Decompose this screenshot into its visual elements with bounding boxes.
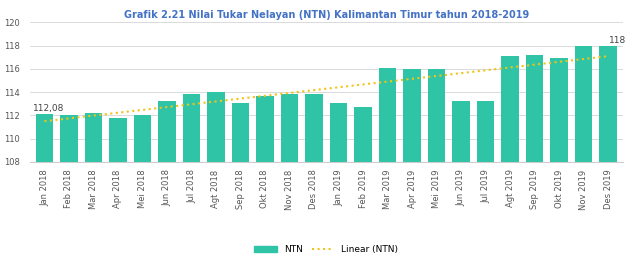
Bar (36, 114, 53, 162)
Bar (453, 101, 470, 162)
Bar (526, 55, 543, 162)
Legend: NTN, Linear (NTN): NTN, Linear (NTN) (251, 242, 402, 258)
Bar (575, 45, 592, 162)
Bar (232, 103, 249, 162)
Bar (158, 101, 175, 162)
Bar (134, 115, 151, 162)
Text: 112,08: 112,08 (34, 104, 65, 113)
Title: Grafik 2.21 Nilai Tukar Nelayan (NTN) Kalimantan Timur tahun 2018-2019: Grafik 2.21 Nilai Tukar Nelayan (NTN) Ka… (123, 10, 529, 20)
Bar (281, 94, 298, 162)
Bar (477, 101, 494, 162)
Bar (501, 56, 518, 162)
Text: 118: 118 (609, 36, 627, 45)
Bar (551, 58, 568, 162)
Bar (60, 115, 78, 162)
Bar (403, 69, 420, 162)
Bar (85, 113, 102, 162)
Bar (599, 45, 617, 162)
Bar (354, 107, 372, 162)
Bar (330, 103, 347, 162)
Bar (183, 94, 200, 162)
Bar (379, 68, 396, 162)
Bar (208, 92, 225, 162)
Bar (305, 94, 323, 162)
Bar (428, 69, 445, 162)
Bar (256, 95, 273, 162)
Bar (110, 118, 127, 162)
